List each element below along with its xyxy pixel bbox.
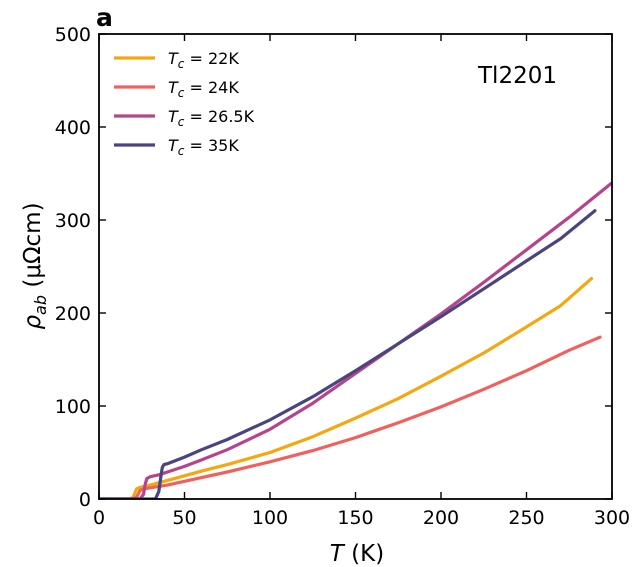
y-tick-label: 100	[55, 396, 91, 418]
legend-label: Tc = 24K	[168, 78, 239, 100]
y-axis-symbol: ρ	[20, 315, 46, 330]
x-tick-label: 100	[252, 507, 288, 529]
y-tick-label: 400	[55, 117, 91, 139]
x-tick-label: 50	[172, 507, 196, 529]
y-axis-title: ρab (μΩcm)	[20, 202, 50, 329]
y-axis-gap	[20, 288, 46, 295]
x-tick-label: 0	[93, 507, 105, 529]
legend: Tc = 22K Tc = 24K Tc = 26.5K Tc = 35K	[114, 49, 255, 158]
x-axis-unit	[344, 541, 351, 567]
y-axis-unit: (μΩcm)	[20, 202, 46, 287]
x-tick-label: 200	[423, 507, 459, 529]
plot-frame	[98, 33, 613, 500]
x-tick-label: 300	[594, 507, 630, 529]
x-axis-title: T (K)	[330, 541, 384, 567]
series-line-1	[99, 277, 594, 499]
legend-label: Tc = 26.5K	[168, 107, 255, 129]
sample-annotation: Tl2201	[477, 63, 557, 89]
series-line-4	[99, 209, 597, 499]
series-line-2	[99, 335, 602, 499]
legend-label: Tc = 22K	[168, 49, 239, 71]
y-tick-label: 200	[55, 303, 91, 325]
x-axis-symbol: T	[330, 541, 346, 567]
x-tick-label: 150	[337, 507, 373, 529]
x-tick-label: 250	[508, 507, 544, 529]
x-axis-unit-text: (K)	[351, 541, 384, 567]
legend-label: Tc = 35K	[168, 136, 239, 158]
y-tick-label: 0	[79, 489, 91, 511]
y-tick-label: 500	[55, 24, 91, 46]
y-tick-label: 300	[55, 210, 91, 232]
panel-label: a	[96, 3, 113, 32]
series-line-3	[99, 181, 612, 499]
y-axis-subscript: ab	[31, 295, 50, 315]
ticks-layer: 0 50 100 150 200 250 300 0 100 200 300 400 500	[55, 24, 630, 529]
series-layer	[99, 181, 612, 499]
